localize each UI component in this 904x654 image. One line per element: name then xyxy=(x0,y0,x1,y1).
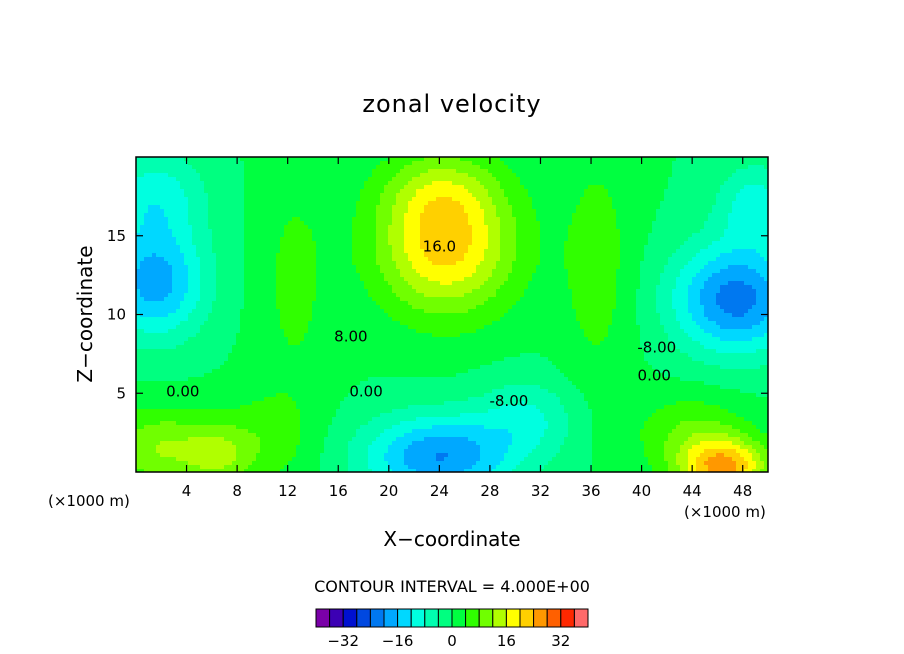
contour-label: 16.0 xyxy=(423,238,456,256)
colorbar-swatch xyxy=(560,608,575,628)
x-tick-label: 36 xyxy=(581,482,600,500)
colorbar-swatch xyxy=(356,608,371,628)
colorbar-tick-label: 16 xyxy=(497,632,516,650)
colorbar-swatch xyxy=(369,608,385,628)
contour-label: -8.00 xyxy=(637,338,676,356)
contour-interval-label: CONTOUR INTERVAL = 4.000E+00 xyxy=(314,577,590,596)
colorbar-swatch xyxy=(492,608,507,628)
colorbar-tick-label: 32 xyxy=(551,632,570,650)
colorbar-swatch xyxy=(546,608,562,628)
colorbar: −32 −16 0 16 32 xyxy=(315,608,589,650)
colorbar-swatch xyxy=(465,608,480,628)
y-axis-ticks: 5 10 15 xyxy=(107,227,768,402)
colorbar-swatch xyxy=(397,608,412,628)
colorbar-swatch xyxy=(505,608,521,628)
colorbar-swatch xyxy=(533,608,548,628)
x-tick-label: 16 xyxy=(329,482,348,500)
colorbar-swatch xyxy=(424,608,439,628)
y-axis-label: Z−coordinate xyxy=(73,245,97,382)
x-unit-right-label: (×1000 m) xyxy=(684,503,766,521)
contour-label: -8.00 xyxy=(489,392,528,410)
colorbar-swatch xyxy=(383,608,399,628)
x-axis-ticks: 4 8 12 16 20 24 28 32 36 40 44 48 xyxy=(182,157,752,500)
x-tick-label: 8 xyxy=(232,482,242,500)
contour-label: 0.00 xyxy=(166,382,199,400)
colorbar-swatch xyxy=(342,608,358,628)
x-unit-left-label: (×1000 m) xyxy=(48,492,130,510)
x-tick-label: 12 xyxy=(278,482,297,500)
colorbar-swatch xyxy=(478,608,494,628)
colorbar-tick-label: −32 xyxy=(327,632,359,650)
x-axis-label: X−coordinate xyxy=(383,527,520,551)
x-tick-label: 20 xyxy=(379,482,398,500)
y-tick-label: 15 xyxy=(107,227,126,245)
contour-fill xyxy=(136,157,769,473)
y-tick-label: 10 xyxy=(107,306,126,324)
colorbar-swatch xyxy=(519,608,535,628)
chart-title: zonal velocity xyxy=(362,90,541,118)
y-tick-label: 5 xyxy=(116,384,126,402)
x-tick-label: 32 xyxy=(531,482,550,500)
x-tick-label: 24 xyxy=(430,482,449,500)
contour-label: 0.00 xyxy=(638,367,671,385)
contour-plot-area: 16.0 8.00 -8.00 0.00 0.00 0.00 -8.00 xyxy=(135,156,769,473)
x-tick-label: 40 xyxy=(632,482,651,500)
colorbar-swatch xyxy=(315,608,331,628)
x-tick-label: 48 xyxy=(733,482,752,500)
colorbar-tick-label: −16 xyxy=(382,632,414,650)
colorbar-swatch xyxy=(573,608,589,628)
contour-labels: 16.0 8.00 -8.00 0.00 0.00 0.00 -8.00 xyxy=(166,238,676,410)
colorbar-tick-label: 0 xyxy=(447,632,457,650)
contour-label: 0.00 xyxy=(349,382,382,400)
x-tick-label: 28 xyxy=(480,482,499,500)
x-tick-label: 4 xyxy=(182,482,192,500)
contour-label: 8.00 xyxy=(334,327,367,345)
colorbar-swatch xyxy=(437,608,453,628)
x-tick-label: 44 xyxy=(683,482,702,500)
colorbar-swatch xyxy=(451,608,467,628)
colorbar-swatch xyxy=(410,608,426,628)
colorbar-swatch xyxy=(329,608,344,628)
